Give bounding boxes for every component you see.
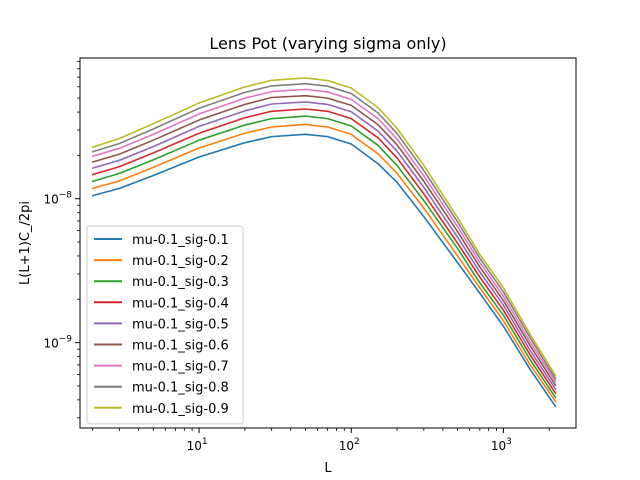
legend-box [86,225,244,425]
series-line-5 [91,101,557,390]
series-line-6 [91,94,557,387]
legend-label-7: mu-0.1_sig-0.7 [132,360,229,375]
legend-label-4: mu-0.1_sig-0.4 [132,296,229,311]
series-line-9 [91,77,557,377]
legend-label-6: mu-0.1_sig-0.6 [132,339,229,354]
series-line-8 [91,82,557,380]
series-line-3 [91,115,557,399]
x-axis: 101 102 103 [92,428,550,453]
y-tick-label: 10−8 [43,191,72,207]
legend: mu-0.1_sig-0.1 mu-0.1_sig-0.2 mu-0.1_sig-0… [86,225,244,425]
legend-label-8: mu-0.1_sig-0.8 [132,381,229,396]
legend-label-3: mu-0.1_sig-0.3 [132,275,229,290]
x-tick-label: 103 [491,437,512,453]
legend-label-1: mu-0.1_sig-0.1 [132,233,229,248]
series-line-4 [91,108,557,394]
series-line-1 [91,133,557,408]
chart-title: Lens Pot (varying sigma only) [209,34,446,53]
y-axis-label: L(L+1)C_/2pi [18,201,33,285]
series-line-2 [91,123,557,403]
y-tick-label: 10−9 [43,335,72,351]
legend-label-5: mu-0.1_sig-0.5 [132,317,229,332]
y-axis: 10−9 10−8 [43,60,80,419]
series-line-7 [91,88,557,383]
x-tick-label: 102 [339,437,360,453]
x-tick-label: 101 [187,437,208,453]
legend-label-2: mu-0.1_sig-0.2 [132,254,229,269]
legend-label-9: mu-0.1_sig-0.9 [132,402,229,417]
series-layer [91,77,557,408]
x-axis-label: L [324,461,332,476]
